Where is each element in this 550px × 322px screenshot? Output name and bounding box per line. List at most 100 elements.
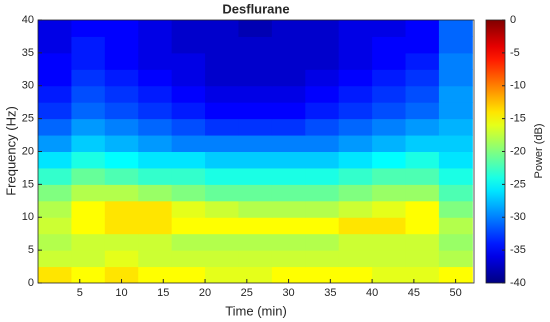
heatmap-cell [405, 250, 440, 268]
x-tick-label: 35 [324, 287, 336, 299]
heatmap-cell [138, 135, 173, 152]
y-axis-label: Frequency (Hz) [3, 106, 18, 196]
heatmap-cell [71, 233, 106, 251]
heatmap-cell [238, 135, 273, 152]
heatmap-cell [305, 200, 340, 218]
heatmap-cell [372, 167, 407, 185]
heatmap-cell [171, 151, 206, 169]
heatmap-cell [271, 102, 306, 120]
heatmap-cell [405, 20, 440, 37]
heatmap-cell [372, 52, 407, 70]
heatmap-cell [171, 102, 206, 120]
heatmap-cell [38, 233, 72, 251]
heatmap-cell [171, 118, 206, 136]
heatmap-cell [138, 20, 173, 37]
heatmap-cell [438, 52, 473, 70]
heatmap-cell [104, 135, 139, 152]
heatmap-cell [305, 250, 340, 268]
heatmap-cell [104, 36, 139, 54]
heatmap-cell [405, 52, 440, 70]
heatmap-cell [238, 151, 273, 169]
heatmap-cell [38, 151, 72, 169]
heatmap-cell [338, 200, 373, 218]
heatmap-cell [405, 69, 440, 87]
heatmap-cell [372, 20, 407, 37]
heatmap-cell [438, 217, 473, 235]
heatmap-cell [104, 200, 139, 218]
heatmap-cell [238, 266, 273, 283]
heatmap-cell [171, 167, 206, 185]
heatmap-cell [372, 151, 407, 169]
heatmap-cell [38, 135, 72, 152]
colorbar-tick-label: -15 [510, 113, 526, 125]
heatmap-cell [372, 36, 407, 54]
heatmap-cell [271, 184, 306, 202]
heatmap-cell [38, 167, 72, 185]
colorbar-tick-label: -40 [510, 277, 526, 289]
heatmap-cell [338, 85, 373, 103]
heatmap-cell [305, 102, 340, 120]
heatmap-cell [104, 266, 139, 283]
heatmap-cell [38, 217, 72, 235]
heatmap-cell [138, 167, 173, 185]
heatmap-cell [171, 266, 206, 283]
heatmap-cell [38, 184, 72, 202]
heatmap-cell [138, 266, 173, 283]
heatmap-cell [138, 184, 173, 202]
heatmap-cell [171, 200, 206, 218]
heatmap-cell [205, 20, 239, 37]
y-tick-label: 30 [22, 80, 34, 92]
heatmap-cell [205, 217, 239, 235]
heatmap-cell [71, 167, 106, 185]
colorbar-tick-label: -25 [510, 178, 526, 190]
y-tick-label: 35 [22, 47, 34, 59]
heatmap-cell [438, 233, 473, 251]
y-tick-label: 25 [22, 113, 34, 125]
heatmap-cell [71, 36, 106, 54]
heatmap-cell [438, 250, 473, 268]
heatmap-cell [271, 167, 306, 185]
heatmap-cell [205, 250, 239, 268]
heatmap-cell [338, 20, 373, 37]
heatmap-cell [238, 36, 273, 54]
heatmap-cell [271, 135, 306, 152]
heatmap-cell [271, 266, 306, 283]
heatmap-cell [238, 69, 273, 87]
heatmap-cell [372, 217, 407, 235]
colorbar-tick-label: -20 [510, 145, 526, 157]
y-tick-label: 15 [22, 178, 34, 190]
heatmap-cell [171, 135, 206, 152]
heatmap-cell [238, 20, 273, 37]
heatmap-cell [438, 118, 473, 136]
heatmap-cell [372, 200, 407, 218]
heatmap-cell [271, 69, 306, 87]
heatmap-cell [405, 36, 440, 54]
heatmap-cell [71, 118, 106, 136]
heatmap-cell [205, 135, 239, 152]
heatmap-cell [271, 217, 306, 235]
heatmap-cell [372, 233, 407, 251]
heatmap-cell [238, 102, 273, 120]
heatmap-cell [38, 52, 72, 70]
heatmap-cell [138, 151, 173, 169]
heatmap-cell [138, 217, 173, 235]
heatmap-cell [38, 250, 72, 268]
x-tick-label: 15 [157, 287, 169, 299]
heatmap-cell [138, 52, 173, 70]
heatmap-cell [138, 250, 173, 268]
heatmap-cell [71, 200, 106, 218]
heatmap-cell [338, 118, 373, 136]
heatmap-cell [305, 85, 340, 103]
heatmap-cell [104, 20, 139, 37]
heatmap-cell [238, 184, 273, 202]
heatmap-cell [71, 102, 106, 120]
heatmap-cell [138, 36, 173, 54]
heatmap-cell [104, 52, 139, 70]
heatmap-cell [405, 184, 440, 202]
heatmap-cell [238, 85, 273, 103]
heatmap-cell [38, 36, 72, 54]
heatmap-cell [205, 151, 239, 169]
heatmap-cell [405, 118, 440, 136]
heatmap-cell [405, 85, 440, 103]
heatmap-cell [372, 118, 407, 136]
